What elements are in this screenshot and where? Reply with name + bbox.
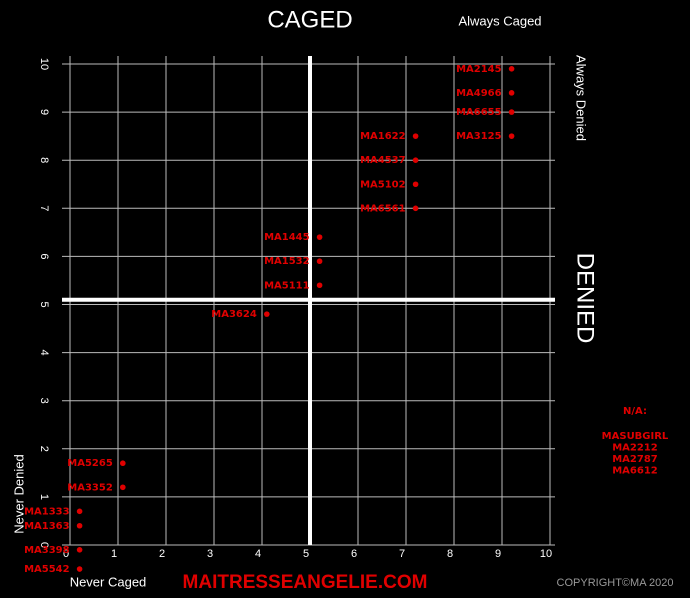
point bbox=[316, 258, 323, 265]
point-label: MA3624 bbox=[211, 309, 257, 320]
top-right-label: Always Caged bbox=[458, 13, 541, 28]
point bbox=[508, 66, 515, 72]
y-tick-label: 4 bbox=[38, 350, 50, 356]
point-label: MA6561 bbox=[360, 203, 406, 214]
na-item: MA6612 bbox=[612, 466, 658, 477]
point-label: MA5111 bbox=[264, 280, 310, 291]
y-tick-label: 10 bbox=[38, 58, 50, 70]
point-label: MA1532 bbox=[264, 256, 310, 267]
point-label: MA1445 bbox=[264, 232, 310, 243]
y-tick-label: 7 bbox=[38, 205, 50, 211]
point-label: MA1333 bbox=[24, 506, 70, 517]
footer: MAITRESSEANGELIE.COM bbox=[183, 572, 428, 593]
point bbox=[316, 282, 323, 289]
right-label: DENIED bbox=[572, 253, 599, 344]
x-tick-label: 1 bbox=[111, 548, 117, 560]
y-tick-label: 2 bbox=[38, 446, 50, 452]
x-tick-label: 5 bbox=[303, 548, 309, 560]
x-tick-label: 7 bbox=[399, 548, 405, 560]
point bbox=[316, 234, 323, 240]
point bbox=[508, 109, 515, 115]
x-tick-label: 8 bbox=[447, 548, 453, 560]
point-label: MA1622 bbox=[360, 131, 406, 142]
point-label: MA1363 bbox=[24, 521, 70, 532]
point bbox=[120, 460, 126, 467]
point bbox=[412, 181, 419, 188]
point bbox=[508, 90, 515, 96]
copyright: COPYRIGHT©MA 2020 bbox=[557, 577, 674, 589]
point bbox=[76, 547, 83, 553]
na-item: MA2787 bbox=[612, 454, 658, 465]
point-label: MA3398 bbox=[24, 545, 70, 556]
point bbox=[76, 522, 83, 529]
point-label: MA4966 bbox=[456, 88, 502, 99]
point bbox=[508, 133, 515, 139]
point-label: MA3125 bbox=[456, 131, 502, 142]
x-tick-label: 10 bbox=[540, 548, 552, 560]
point bbox=[412, 133, 419, 139]
point-label: MA2145 bbox=[456, 64, 502, 75]
point bbox=[120, 484, 126, 491]
y-tick-label: 6 bbox=[38, 253, 50, 259]
point-label: MA6655 bbox=[456, 107, 502, 118]
x-tick-label: 4 bbox=[255, 548, 261, 560]
point bbox=[264, 311, 270, 317]
point bbox=[412, 157, 419, 163]
y-tick-label: 8 bbox=[38, 157, 50, 163]
y-tick-label: 5 bbox=[38, 301, 50, 307]
point-label: MA3352 bbox=[67, 482, 113, 493]
na-title: N/A: bbox=[623, 406, 647, 417]
chart-title: CAGED bbox=[267, 6, 352, 33]
x-tick-label: 3 bbox=[207, 548, 213, 560]
x-tick-label: 0 bbox=[63, 548, 69, 560]
point bbox=[76, 566, 83, 572]
point bbox=[412, 205, 419, 212]
y-tick-label: 1 bbox=[38, 494, 50, 500]
right-top-label: Always Denied bbox=[574, 55, 589, 141]
y-tick-label: 9 bbox=[38, 109, 50, 115]
y-tick-label: 3 bbox=[38, 398, 50, 404]
point-label: MA4537 bbox=[360, 155, 406, 166]
left-label: Never Denied bbox=[11, 454, 26, 534]
x-tick-label: 9 bbox=[495, 548, 501, 560]
point-label: MA5542 bbox=[24, 564, 70, 575]
point-label: MA5102 bbox=[360, 179, 406, 190]
x-tick-label: 6 bbox=[351, 548, 357, 560]
na-item: MASUBGIRL bbox=[602, 431, 669, 442]
y-tick-label: 0 bbox=[38, 542, 50, 548]
point-label: MA5265 bbox=[67, 458, 113, 469]
bottom-label: Never Caged bbox=[70, 574, 147, 589]
x-tick-label: 2 bbox=[159, 548, 165, 560]
na-item: MA2212 bbox=[612, 443, 658, 454]
point bbox=[76, 508, 83, 515]
